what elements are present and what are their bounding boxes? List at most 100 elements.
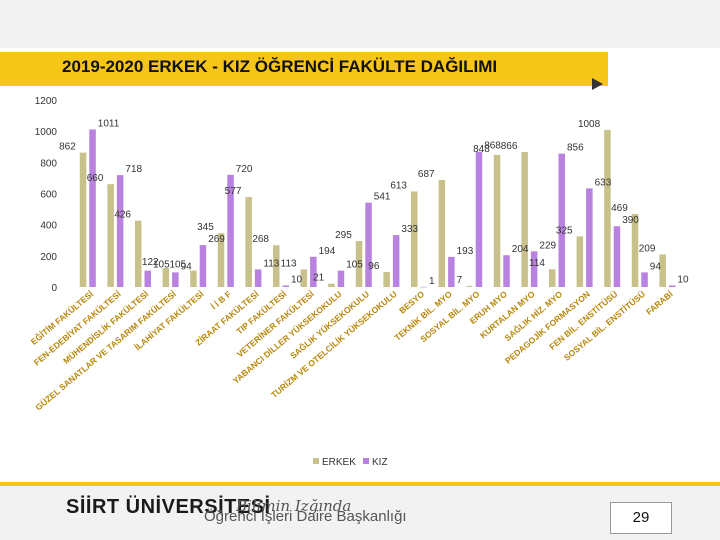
bar-kiz xyxy=(420,286,427,288)
data-label-erkek: 7 xyxy=(457,275,463,286)
data-label-kiz: 269 xyxy=(208,234,225,245)
bar-erkek xyxy=(328,283,335,287)
data-label-kiz: 194 xyxy=(319,246,336,257)
x-category-label: FARABİ xyxy=(644,289,675,317)
bar-kiz xyxy=(448,256,455,287)
bar-kiz xyxy=(227,174,234,287)
data-label-erkek: 866 xyxy=(501,141,518,152)
data-label-kiz: 541 xyxy=(374,192,391,203)
y-tick-label: 600 xyxy=(40,190,57,201)
data-label-kiz: 856 xyxy=(567,143,584,154)
data-label-kiz: 193 xyxy=(457,246,474,257)
bar-erkek xyxy=(493,154,501,287)
data-label-kiz: 94 xyxy=(650,261,662,272)
bar-kiz xyxy=(254,269,262,287)
bar-erkek xyxy=(300,269,308,287)
department-name: Öğrenci İşleri Daire Başkanlığı xyxy=(204,508,407,525)
y-tick-label: 0 xyxy=(51,283,57,294)
bar-kiz xyxy=(89,129,96,287)
bar-kiz xyxy=(558,153,565,287)
legend-label-erkek: ERKEK xyxy=(322,457,356,468)
data-label-kiz: 229 xyxy=(539,240,556,251)
data-label-erkek: 21 xyxy=(313,273,325,284)
play-arrow-icon xyxy=(592,78,603,90)
page-number: 29 xyxy=(610,502,672,534)
bar-erkek xyxy=(135,220,142,287)
bar-kiz xyxy=(668,285,676,287)
bar-kiz xyxy=(475,151,483,287)
data-label-kiz: 105 xyxy=(153,260,170,271)
data-label-kiz: 633 xyxy=(595,177,612,188)
data-label-kiz: 204 xyxy=(512,244,529,255)
data-label-erkek: 345 xyxy=(197,222,214,233)
data-label-kiz: 718 xyxy=(125,164,142,175)
bar-kiz xyxy=(503,255,510,287)
data-label-erkek: 295 xyxy=(335,230,352,241)
footer-line xyxy=(0,482,720,486)
data-label-erkek: 209 xyxy=(639,243,656,254)
bar-erkek xyxy=(273,245,280,287)
data-label-kiz: 868 xyxy=(484,141,501,152)
data-label-erkek: 613 xyxy=(390,180,407,191)
bar-erkek xyxy=(438,179,446,287)
data-label-erkek: 577 xyxy=(225,186,242,197)
bar-erkek xyxy=(411,191,418,287)
bar-erkek xyxy=(549,269,556,287)
title-bar xyxy=(0,52,608,86)
bar-kiz xyxy=(365,202,372,287)
data-label-erkek: 848 xyxy=(473,144,490,155)
bar-kiz xyxy=(337,270,345,287)
bar-erkek xyxy=(79,152,87,287)
bar-erkek xyxy=(217,233,225,287)
bar-erkek xyxy=(355,241,363,287)
data-label-kiz: 333 xyxy=(401,224,418,235)
data-label-erkek: 122 xyxy=(142,257,159,268)
bar-kiz xyxy=(282,285,289,287)
y-tick-label: 200 xyxy=(40,252,57,263)
data-label-kiz: 1011 xyxy=(98,118,120,129)
bar-kiz xyxy=(144,270,151,287)
data-label-erkek: 469 xyxy=(611,203,628,214)
bar-kiz xyxy=(586,188,593,287)
bar-kiz xyxy=(310,256,317,287)
data-label-kiz: 1 xyxy=(429,276,435,287)
data-label-erkek: 862 xyxy=(59,142,76,153)
bar-erkek xyxy=(162,267,170,287)
data-label-kiz: 10 xyxy=(291,274,303,285)
bar-kiz xyxy=(613,226,621,287)
y-tick-label: 800 xyxy=(40,158,57,169)
bar-erkek xyxy=(521,152,528,287)
bar-erkek xyxy=(466,285,473,287)
data-label-erkek: 325 xyxy=(556,225,573,236)
bar-erkek xyxy=(245,197,252,287)
data-label-erkek: 114 xyxy=(529,258,545,269)
legend-swatch-erkek xyxy=(313,458,319,464)
data-label-erkek: 687 xyxy=(418,169,435,180)
university-motto: Bilimin Izğında xyxy=(236,497,352,515)
bar-erkek xyxy=(107,184,114,287)
bar-kiz xyxy=(641,272,648,287)
data-label-kiz: 720 xyxy=(236,164,253,175)
footer xyxy=(0,486,720,540)
bar-erkek xyxy=(383,272,390,287)
bar-erkek xyxy=(604,129,611,287)
bar-kiz xyxy=(530,251,538,287)
data-label-erkek: 1008 xyxy=(578,119,601,130)
bar-erkek xyxy=(576,236,584,287)
x-category-label: İ İ B F xyxy=(209,289,233,312)
y-tick-label: 400 xyxy=(40,221,57,232)
bar-kiz xyxy=(116,175,124,287)
legend-label-kiz: KIZ xyxy=(372,457,388,468)
data-label-kiz: 10 xyxy=(677,274,689,285)
y-tick-label: 1000 xyxy=(35,127,58,138)
bar-kiz xyxy=(172,272,179,287)
university-logo: SİİRT ÜNİVERSİTESİ xyxy=(66,496,271,518)
bar-kiz xyxy=(392,235,400,287)
legend-swatch-kiz xyxy=(363,458,369,464)
bar-kiz xyxy=(199,245,207,287)
data-label-kiz: 105 xyxy=(346,260,363,271)
data-label-erkek: 660 xyxy=(87,173,104,184)
data-label-kiz: 390 xyxy=(622,215,639,226)
bar-erkek xyxy=(190,270,197,287)
data-label-kiz: 113 xyxy=(263,258,279,269)
